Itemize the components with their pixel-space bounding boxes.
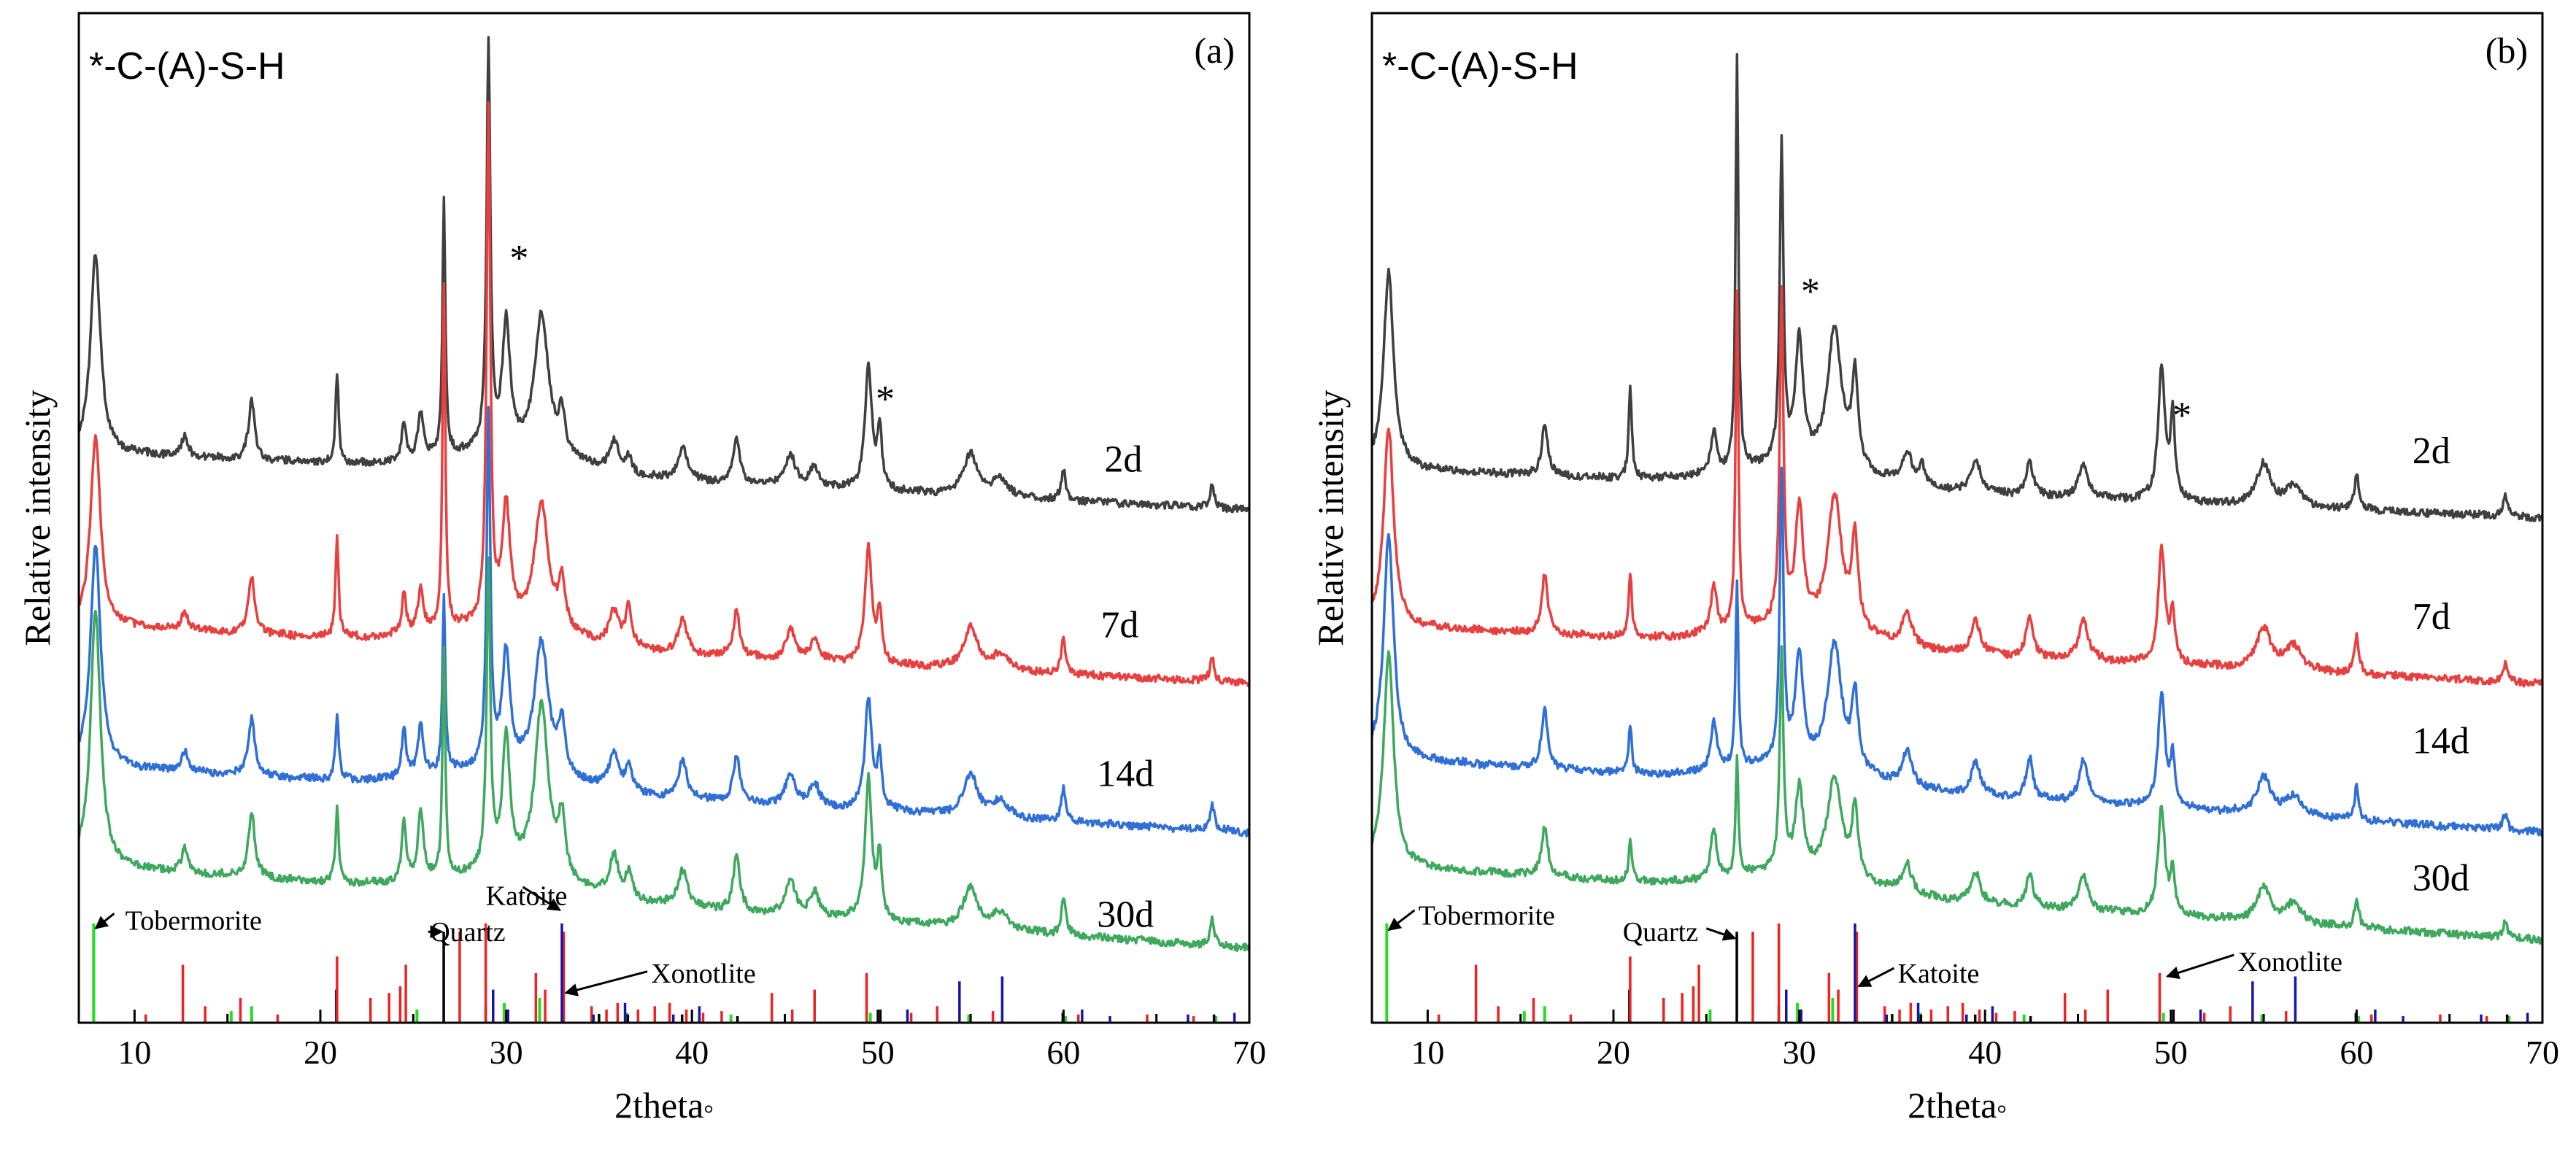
y-axis-title: Relative intensity xyxy=(1310,390,1351,646)
panel-b: 2d 7d 14d 30d 10 20 30 40 50 60 70 2theta° Relative … xyxy=(1310,12,2559,1128)
reference-pattern-xonotlite xyxy=(1437,923,2488,1023)
x-axis-title-degree: ° xyxy=(1997,1101,2007,1128)
x-axis: 10 20 30 40 50 60 70 xyxy=(117,1010,1266,1071)
xrd-curve-2d xyxy=(79,36,1249,514)
x-tick-label: 70 xyxy=(1233,1034,1266,1071)
reference-label-tobermorite: Tobermorite xyxy=(1419,901,1555,932)
reference-label-xonotlite: Xonotlite xyxy=(651,959,756,989)
x-axis: 10 20 30 40 50 60 70 xyxy=(1411,1010,2559,1071)
x-axis-title: 2theta° xyxy=(614,1085,714,1128)
xrd-curve-7d xyxy=(1372,285,2542,688)
x-tick-label: 50 xyxy=(861,1034,895,1071)
y-axis-title: Relative intensity xyxy=(17,390,58,646)
reference-label-xonotlite: Xonotlite xyxy=(2237,947,2342,978)
c-a-s-h-asterisk: * xyxy=(1801,271,1820,312)
reference-pattern-katoite xyxy=(492,923,1236,1023)
curve-label-7d: 7d xyxy=(1100,604,1138,646)
x-tick-label: 10 xyxy=(1411,1034,1444,1071)
xrd-curve-14d xyxy=(79,406,1249,838)
label-arrow xyxy=(564,970,648,996)
label-arrow xyxy=(94,913,115,929)
panel-label: (b) xyxy=(2486,30,2528,71)
x-tick-label: 40 xyxy=(1968,1034,2002,1071)
label-arrow xyxy=(1857,967,1895,988)
x-tick-label: 60 xyxy=(1046,1034,1080,1071)
label-arrow xyxy=(1705,927,1737,941)
legend-c-a-s-h: *-C-(A)-S-H xyxy=(1382,45,1578,88)
xrd-curve-30d xyxy=(1372,645,2542,945)
c-a-s-h-asterisk: * xyxy=(2172,395,2191,437)
x-axis-title-text: 2theta xyxy=(614,1085,703,1126)
x-tick-label: 60 xyxy=(2340,1034,2373,1071)
reference-pattern-quartz xyxy=(1628,932,2509,1023)
legend-c-a-s-h: *-C-(A)-S-H xyxy=(89,45,285,88)
panel-label: (a) xyxy=(1195,30,1235,71)
x-axis-title: 2theta° xyxy=(1908,1085,2007,1128)
curve-label-30d: 30d xyxy=(2413,858,2469,899)
x-axis-title-text: 2theta xyxy=(1908,1085,1997,1126)
plot-frame xyxy=(77,12,1251,1024)
reference-label-quartz: Quartz xyxy=(1623,917,1698,948)
xrd-curve-7d xyxy=(79,101,1249,688)
reference-label-tobermorite: Tobermorite xyxy=(126,905,262,936)
panel-a: 2d 7d 14d 30d 10 20 30 40 50 60 70 2theta° Relative … xyxy=(17,12,1266,1128)
reference-pattern-katoite xyxy=(1785,923,2529,1023)
curve-label-2d: 2d xyxy=(1104,439,1142,481)
xrd-curve-14d xyxy=(1372,466,2542,837)
reference-pattern-xonotlite xyxy=(144,923,1195,1023)
c-a-s-h-asterisk: * xyxy=(876,379,895,420)
x-tick-label: 10 xyxy=(117,1034,151,1071)
plot-frame xyxy=(1370,12,2544,1024)
xrd-curve-30d xyxy=(79,556,1249,952)
x-tick-label: 20 xyxy=(1597,1034,1630,1071)
curve-label-14d: 14d xyxy=(1097,754,1154,795)
c-a-s-h-asterisk: * xyxy=(509,238,528,279)
x-tick-label: 30 xyxy=(1783,1034,1816,1071)
x-tick-label: 20 xyxy=(304,1034,337,1071)
label-arrow xyxy=(522,886,561,911)
curve-label-30d: 30d xyxy=(1097,894,1154,936)
x-axis-title-degree: ° xyxy=(703,1101,714,1128)
curve-label-14d: 14d xyxy=(2413,720,2469,762)
label-arrow xyxy=(2165,953,2234,980)
x-tick-label: 40 xyxy=(675,1034,709,1071)
x-tick-label: 70 xyxy=(2526,1034,2559,1071)
xrd-curve-2d xyxy=(1372,53,2542,523)
curve-label-7d: 7d xyxy=(2413,596,2450,638)
reference-label-katoite: Katoite xyxy=(1898,959,1980,989)
x-tick-label: 30 xyxy=(490,1034,523,1071)
label-arrow xyxy=(1387,909,1416,932)
x-tick-label: 50 xyxy=(2154,1034,2188,1071)
curve-label-2d: 2d xyxy=(2413,430,2450,472)
